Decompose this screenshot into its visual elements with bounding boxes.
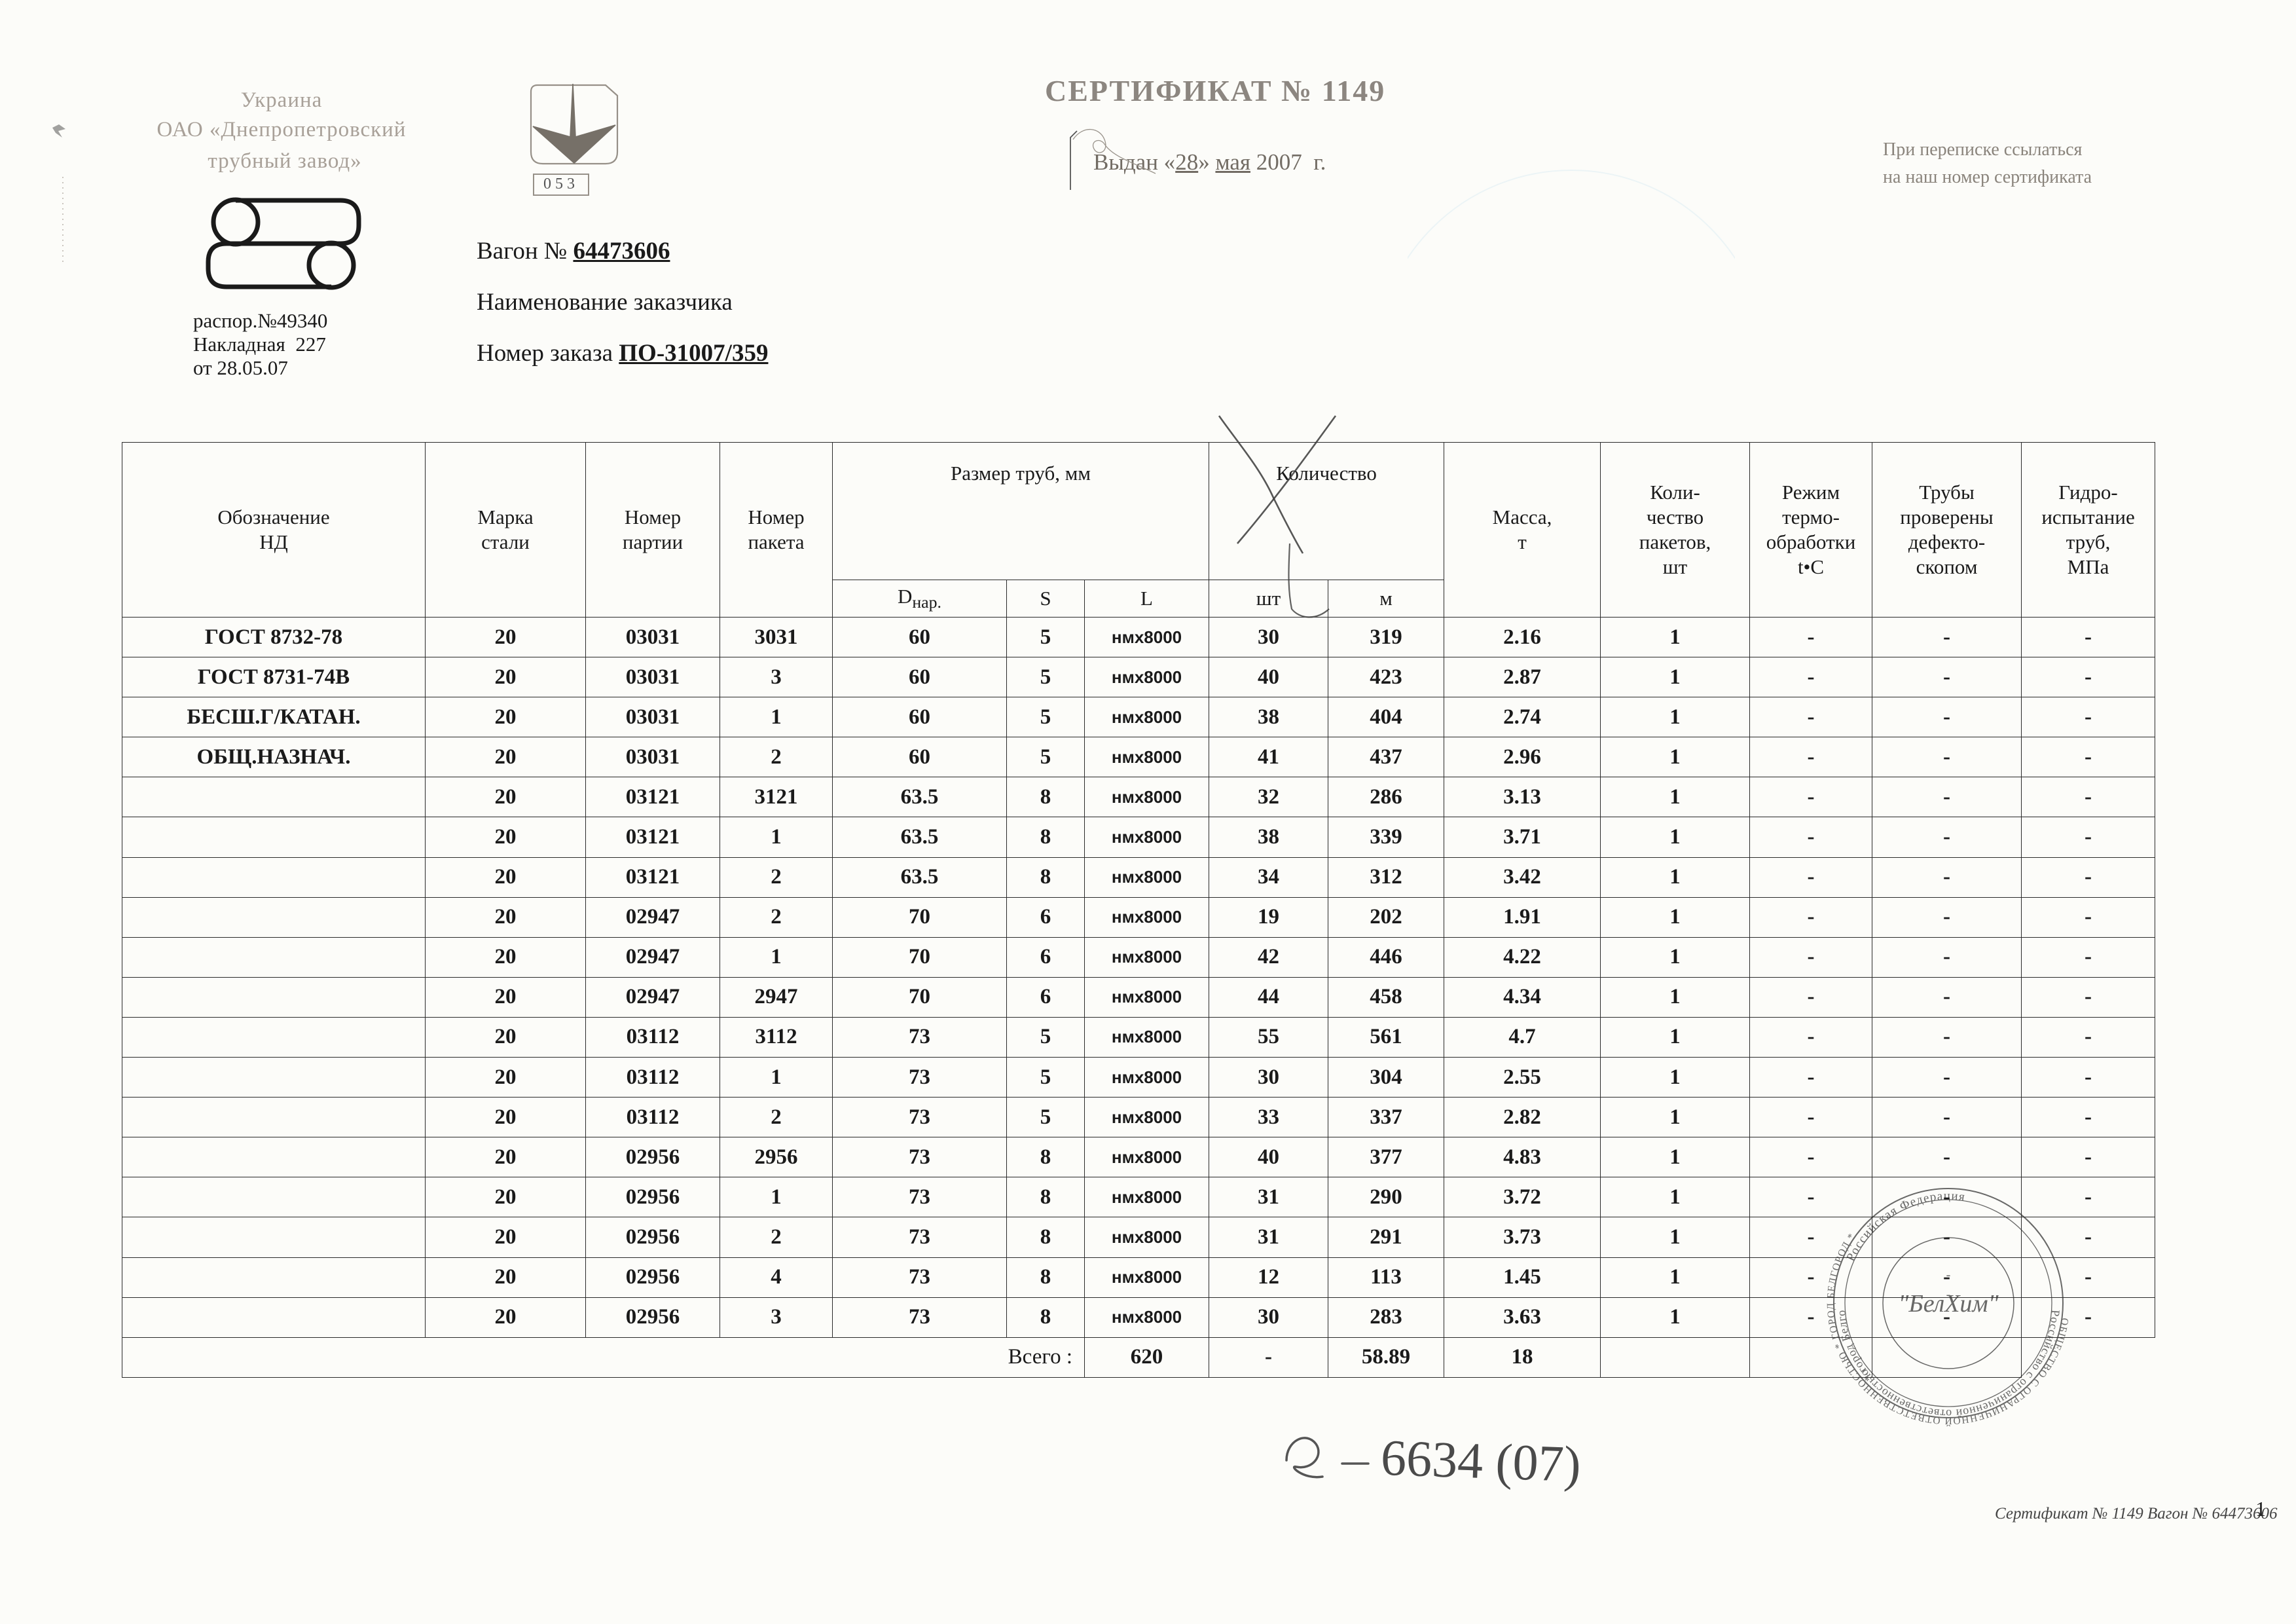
svg-text:6634 (07): 6634 (07) [1380, 1429, 1582, 1493]
